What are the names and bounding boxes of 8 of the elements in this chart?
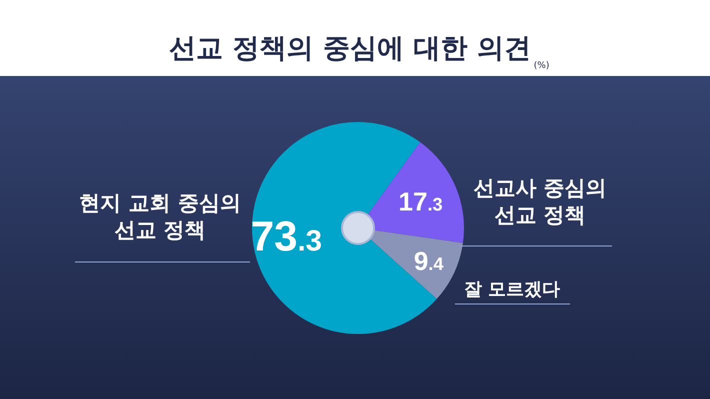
data-label: 73.3: [250, 212, 322, 260]
data-label: 17.3: [398, 186, 443, 217]
chart-title: 선교 정책의 중심에 대한 의견: [169, 33, 531, 64]
slice-label: 현지 교회 중심의 선교 정책: [79, 191, 241, 242]
slice-label: 선교사 중심의 선교 정책: [473, 176, 607, 227]
data-label: 9.4: [414, 246, 444, 276]
chart-subtitle: (%): [534, 61, 550, 71]
slice-label: 잘 모르겠다: [464, 279, 560, 300]
